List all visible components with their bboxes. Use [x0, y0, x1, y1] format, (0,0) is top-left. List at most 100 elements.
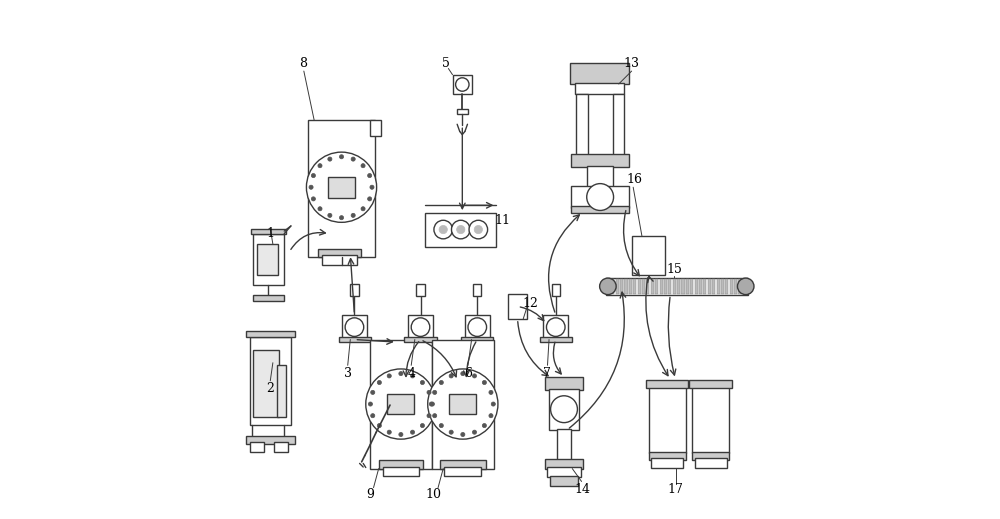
Circle shape	[361, 207, 365, 211]
Circle shape	[468, 318, 487, 336]
Circle shape	[387, 374, 391, 378]
Circle shape	[339, 155, 344, 159]
Bar	[370, 120, 381, 135]
Bar	[540, 337, 572, 342]
Bar	[404, 337, 437, 342]
Bar	[253, 234, 284, 285]
Text: 1: 1	[266, 227, 274, 240]
Circle shape	[472, 430, 477, 434]
Bar	[465, 315, 490, 339]
Bar	[575, 83, 624, 94]
Bar	[425, 213, 496, 247]
Bar	[342, 315, 367, 339]
Circle shape	[457, 225, 465, 234]
Bar	[695, 458, 727, 468]
Bar	[646, 380, 688, 388]
Circle shape	[551, 396, 577, 422]
Circle shape	[587, 184, 614, 211]
Bar	[570, 63, 629, 84]
Bar	[308, 120, 375, 257]
Bar	[638, 279, 641, 294]
Bar	[571, 206, 629, 213]
Text: 5: 5	[442, 57, 450, 70]
Circle shape	[428, 369, 498, 439]
Bar	[250, 337, 291, 425]
Bar	[703, 279, 706, 294]
Bar	[607, 279, 610, 294]
Text: 11: 11	[495, 214, 511, 227]
Text: 7: 7	[543, 366, 550, 379]
Bar	[552, 284, 560, 296]
Bar	[571, 186, 629, 208]
Circle shape	[371, 390, 375, 394]
Circle shape	[429, 402, 433, 406]
Bar	[649, 386, 686, 453]
Bar	[721, 279, 724, 294]
Bar	[246, 436, 295, 444]
Bar	[668, 279, 671, 294]
Bar	[547, 467, 581, 477]
Bar	[461, 337, 493, 342]
Bar	[633, 279, 636, 294]
Bar	[350, 284, 359, 296]
Bar	[646, 279, 649, 294]
Bar	[370, 339, 432, 469]
Bar	[743, 279, 746, 294]
Bar	[246, 331, 295, 337]
Bar	[606, 278, 748, 295]
Circle shape	[351, 157, 355, 161]
Bar	[549, 389, 579, 430]
Circle shape	[461, 372, 465, 376]
Circle shape	[427, 414, 431, 418]
Circle shape	[482, 424, 486, 428]
Circle shape	[370, 185, 374, 189]
Bar	[545, 459, 583, 469]
Circle shape	[368, 173, 372, 177]
Bar	[673, 279, 676, 294]
Bar	[677, 279, 680, 294]
Text: 8: 8	[299, 57, 307, 70]
Circle shape	[309, 185, 313, 189]
Circle shape	[368, 197, 372, 201]
Circle shape	[311, 197, 315, 201]
Circle shape	[491, 402, 495, 406]
Circle shape	[439, 380, 443, 385]
Bar	[339, 337, 371, 342]
Text: 2: 2	[266, 382, 274, 395]
Bar	[508, 294, 527, 319]
Circle shape	[377, 424, 381, 428]
Bar	[738, 279, 742, 294]
Bar	[725, 279, 728, 294]
Circle shape	[600, 278, 616, 295]
Bar	[545, 377, 583, 390]
Text: 9: 9	[366, 488, 374, 501]
Circle shape	[399, 432, 403, 436]
Circle shape	[420, 380, 424, 385]
Circle shape	[439, 424, 443, 428]
Text: 10: 10	[426, 488, 442, 501]
Circle shape	[434, 220, 453, 239]
Bar	[690, 279, 693, 294]
Circle shape	[318, 207, 322, 211]
Circle shape	[489, 390, 493, 394]
Circle shape	[449, 374, 453, 378]
Circle shape	[328, 213, 332, 217]
Bar	[444, 467, 481, 476]
Circle shape	[451, 220, 470, 239]
Bar	[587, 166, 613, 187]
Circle shape	[469, 220, 488, 239]
Bar	[440, 460, 486, 469]
Circle shape	[311, 173, 315, 177]
Bar	[611, 279, 614, 294]
Circle shape	[411, 318, 430, 336]
Text: 17: 17	[668, 483, 683, 496]
Circle shape	[306, 152, 377, 222]
Bar	[686, 279, 689, 294]
Bar	[328, 177, 355, 198]
Bar	[250, 442, 264, 452]
Bar	[257, 244, 278, 275]
Circle shape	[420, 424, 424, 428]
Bar	[708, 279, 711, 294]
Circle shape	[318, 163, 322, 168]
Bar	[689, 380, 732, 388]
